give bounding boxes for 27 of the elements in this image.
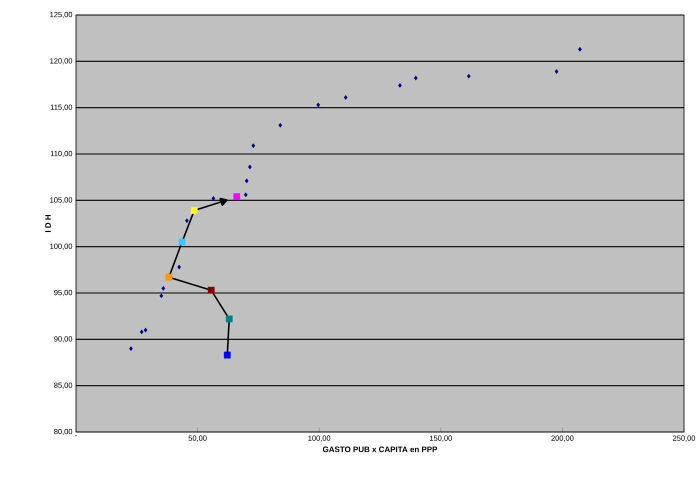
point [129,346,133,351]
point [248,164,252,170]
point [140,330,144,334]
point [466,74,471,79]
point [244,178,249,184]
point [208,286,215,294]
point [190,207,198,214]
point [554,69,558,74]
point [398,83,402,88]
point [166,274,172,281]
point [226,316,233,322]
point [177,264,181,270]
point [316,102,320,108]
point [251,143,256,148]
point [344,95,348,100]
point [233,193,240,200]
point [178,238,186,246]
point [278,122,282,128]
point [212,196,216,201]
point [224,352,231,358]
point [414,76,418,80]
point [185,218,189,224]
point [578,46,582,52]
point [144,328,148,332]
point [161,286,166,291]
point [160,293,164,298]
point [244,192,248,198]
